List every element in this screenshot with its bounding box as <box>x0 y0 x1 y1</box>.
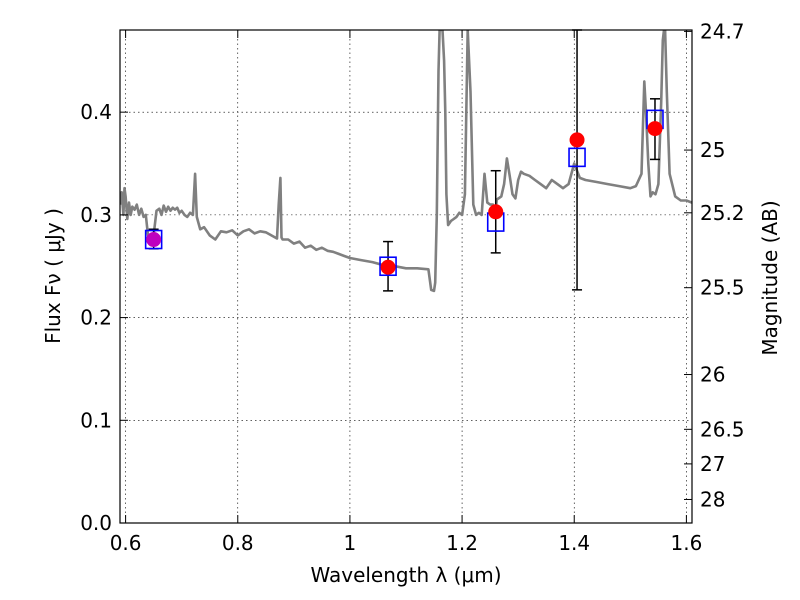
spectrum-line <box>120 30 692 293</box>
y2-tick-label: 28 <box>700 487 725 511</box>
y-tick-label: 0.4 <box>80 100 112 124</box>
y-tick-label: 0.0 <box>80 511 112 535</box>
model-flux-square <box>379 256 397 277</box>
x-tick-label: 1 <box>344 531 357 555</box>
grid-lines <box>120 30 692 523</box>
data-points-layer <box>144 29 664 292</box>
x-tick-label: 0.6 <box>110 531 142 555</box>
axis-ticks: 0.6 0.8 1 1.2 1.4 1.6 0.0 0.1 0.2 0.3 0.4 24.7 25 25.… <box>80 19 744 555</box>
data-point-group <box>646 98 664 161</box>
y2-tick-label: 25 <box>700 138 725 162</box>
y-axis-label: Flux Fν ( μJy ) <box>41 208 65 344</box>
model-flux-square <box>568 147 586 168</box>
y2-axis-label: Magnitude (AB) <box>758 200 782 355</box>
y2-tick-label: 24.7 <box>700 19 745 43</box>
y-tick-label: 0.1 <box>80 408 112 432</box>
y2-tick-label: 25.5 <box>700 276 745 300</box>
model-flux-square <box>144 229 163 250</box>
observed-flux-point <box>488 204 504 220</box>
x-tick-label: 1.4 <box>558 531 590 555</box>
x-tick-label: 1.2 <box>446 531 478 555</box>
y2-tick-label: 27 <box>700 452 725 476</box>
y2-tick-label: 25.2 <box>700 201 745 225</box>
observed-flux-point <box>569 132 585 148</box>
observed-flux-point <box>380 259 396 275</box>
observed-flux-point <box>146 232 162 248</box>
x-tick-label: 0.8 <box>222 531 254 555</box>
observed-flux-point <box>647 121 663 137</box>
data-point-group <box>144 228 163 250</box>
y2-tick-label: 26.5 <box>700 417 745 441</box>
y2-tick-label: 26 <box>700 363 725 387</box>
plot-frame <box>119 29 693 524</box>
data-point-group <box>379 240 397 292</box>
y-tick-label: 0.3 <box>80 203 112 227</box>
x-tick-label: 1.6 <box>670 531 702 555</box>
y-tick-label: 0.2 <box>80 306 112 330</box>
data-point-group <box>486 169 505 254</box>
x-axis-label: Wavelength λ (μm) <box>310 563 501 587</box>
data-point-group <box>568 29 586 291</box>
spectrum-layer <box>120 30 692 293</box>
